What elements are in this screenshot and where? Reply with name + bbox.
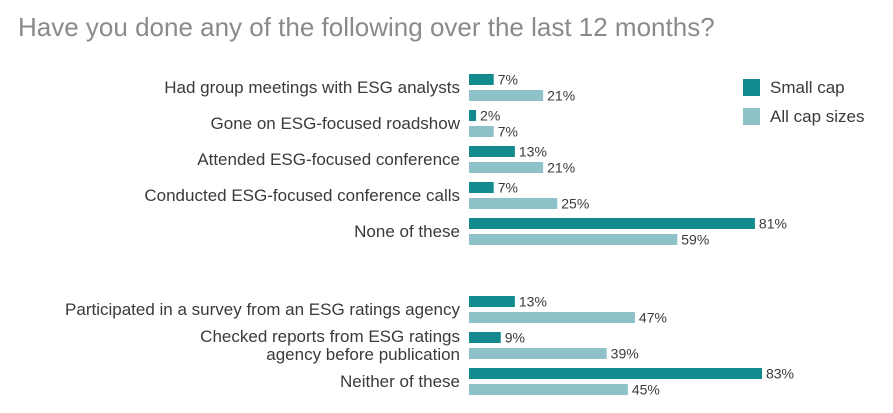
bar-small-cap — [469, 296, 515, 307]
bar-all-cap-sizes — [469, 126, 494, 137]
data-label: 25% — [561, 196, 589, 212]
legend-label: Small cap — [770, 78, 845, 97]
data-label: 39% — [611, 346, 639, 362]
bar-small-cap — [469, 74, 494, 85]
data-label: 21% — [547, 88, 575, 104]
data-label: 47% — [639, 310, 667, 326]
bar-all-cap-sizes — [469, 384, 628, 395]
data-label: 83% — [766, 366, 794, 382]
category-label: Neither of these — [340, 372, 460, 391]
data-label: 7% — [498, 72, 518, 88]
legend-swatch — [743, 108, 760, 125]
data-label: 2% — [480, 108, 500, 124]
data-label: 45% — [632, 382, 660, 398]
bar-all-cap-sizes — [469, 90, 544, 101]
bar-small-cap — [469, 146, 515, 157]
bar-small-cap — [469, 182, 494, 193]
bar-all-cap-sizes — [469, 312, 635, 323]
bar-small-cap — [469, 368, 762, 379]
legend-label: All cap sizes — [770, 107, 864, 126]
data-label: 13% — [519, 144, 547, 160]
bar-all-cap-sizes — [469, 198, 558, 209]
bar-small-cap — [469, 110, 477, 121]
category-label: agency before publication — [266, 345, 460, 364]
bar-small-cap — [469, 218, 755, 229]
chart-title: Have you done any of the following over … — [18, 12, 715, 42]
legend-swatch — [743, 79, 760, 96]
data-label: 9% — [505, 330, 525, 346]
category-label: Participated in a survey from an ESG rat… — [65, 300, 460, 319]
category-label: Attended ESG-focused conference — [197, 150, 460, 169]
data-label: 21% — [547, 160, 575, 176]
category-label: Gone on ESG-focused roadshow — [211, 114, 461, 133]
data-label: 13% — [519, 294, 547, 310]
data-label: 7% — [498, 124, 518, 140]
category-label: Had group meetings with ESG analysts — [164, 78, 460, 97]
bar-small-cap — [469, 332, 501, 343]
bar-all-cap-sizes — [469, 162, 544, 173]
data-label: 59% — [681, 232, 709, 248]
category-label: None of these — [354, 222, 460, 241]
category-label: Conducted ESG-focused conference calls — [144, 186, 460, 205]
category-label: Checked reports from ESG ratings — [200, 327, 460, 346]
data-label: 81% — [759, 216, 787, 232]
bar-all-cap-sizes — [469, 348, 607, 359]
data-label: 7% — [498, 180, 518, 196]
bar-all-cap-sizes — [469, 234, 678, 245]
